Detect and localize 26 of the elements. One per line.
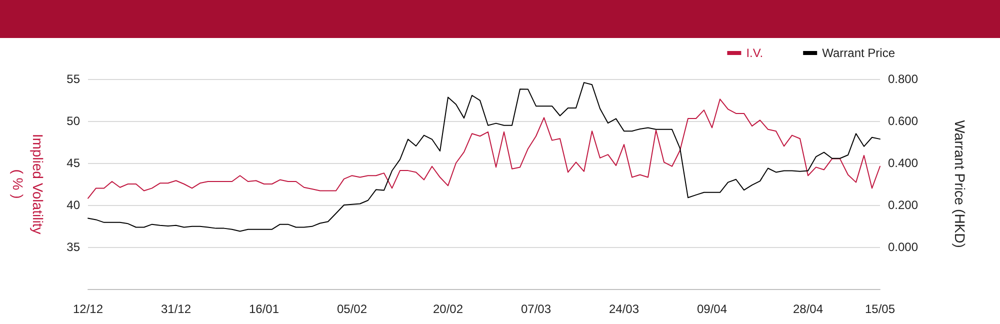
y-tick-label: 55 bbox=[66, 72, 80, 86]
y-tick-label: 50 bbox=[66, 114, 80, 128]
y2-tick-label: 0.400 bbox=[888, 156, 918, 170]
x-tick-label: 09/04 bbox=[696, 302, 728, 316]
legend-label: Warrant Price bbox=[822, 46, 896, 60]
x-tick-label: 20/02 bbox=[432, 302, 464, 316]
x-tick-label: 15/05 bbox=[864, 302, 896, 316]
y2-tick-label: 0.800 bbox=[888, 72, 918, 86]
y-tick-label: 35 bbox=[66, 240, 80, 254]
x-tick-label: 07/03 bbox=[520, 302, 552, 316]
y2-axis-title: Warrant Price (HKD) bbox=[952, 120, 968, 248]
x-tick-label: 24/03 bbox=[608, 302, 640, 316]
line-series bbox=[88, 98, 880, 199]
x-tick-label: 12/12 bbox=[72, 302, 104, 316]
y-axis-title: Implied Volatility ( % ) bbox=[10, 134, 46, 234]
y-tick-label: 45 bbox=[66, 156, 80, 170]
y2-tick-label: 0.200 bbox=[888, 198, 918, 212]
x-tick-label: 28/04 bbox=[792, 302, 824, 316]
x-tick-label: 05/02 bbox=[336, 302, 368, 316]
y-tick-label: 40 bbox=[66, 198, 80, 212]
x-tick-label: 16/01 bbox=[248, 302, 280, 316]
y2-tick-label: 0.000 bbox=[888, 240, 918, 254]
y2-tick-label: 0.600 bbox=[888, 114, 918, 128]
line-series bbox=[88, 82, 880, 232]
legend-label: I.V. bbox=[746, 46, 764, 60]
x-tick-label: 31/12 bbox=[160, 302, 192, 316]
